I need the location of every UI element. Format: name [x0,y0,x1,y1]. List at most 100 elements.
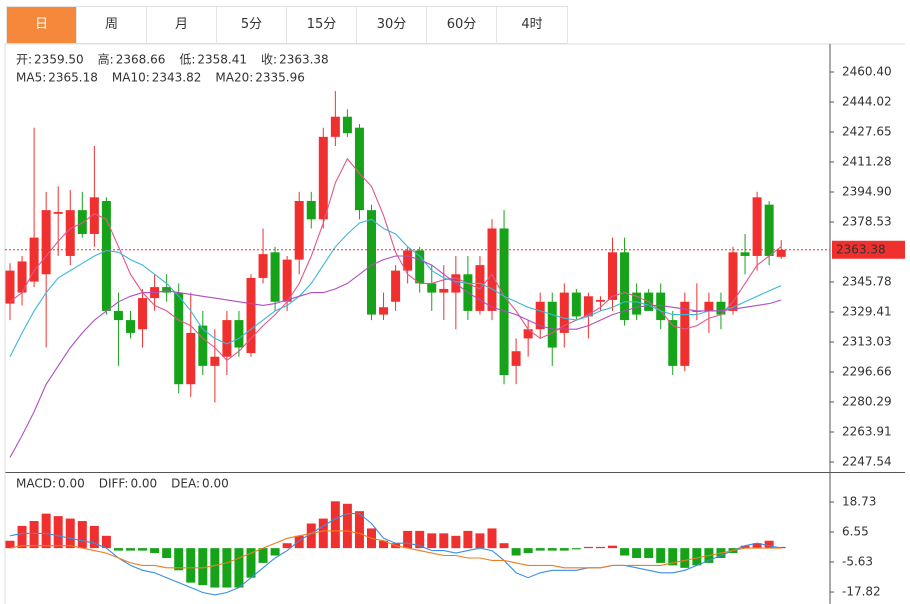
legend-value: 2335.96 [255,71,305,85]
legend-label: DIFF: [99,477,129,491]
candle-body [716,301,726,315]
candle-body [258,254,268,278]
y-tick-label: 2329.41 [842,304,892,318]
macd-bar [77,521,87,549]
legend-value: 0.00 [130,477,157,491]
legend-label: MACD: [16,477,56,491]
macd-bar [5,540,15,549]
macd-bar [234,548,244,588]
period-tab[interactable]: 日 [7,7,77,43]
macd-bar [403,530,413,549]
series-line [9,255,782,458]
macd-bar [210,548,220,588]
macd-bar [535,548,545,551]
macd-bar [282,543,292,549]
legend-value: 2343.82 [152,71,202,85]
candle-body [487,228,497,311]
y-tick-label: 2345.78 [842,275,892,289]
series-line [9,157,782,362]
candle-body [595,299,605,302]
period-tab[interactable]: 月 [147,7,217,43]
macd-bar [439,533,449,549]
candle-body [126,320,135,333]
period-tab[interactable]: 4时 [521,17,543,32]
candle-body [499,228,509,376]
candle-body [318,136,328,220]
macd-bar [318,518,328,549]
candle-body [571,292,581,317]
y-tick-label: 2296.66 [842,365,892,379]
candle-body [511,351,521,366]
macd-bar [463,530,473,549]
macd-bar [559,548,569,551]
candle-body [53,211,63,214]
legend-label: 收: [261,53,277,67]
candle-body [138,298,148,330]
macd-bar [330,501,340,549]
candle-body [740,252,750,256]
legend-value: 2358.41 [197,53,247,67]
macd-bar [29,521,39,549]
candle-body [342,116,352,134]
y-tick-label: 2247.54 [842,454,892,468]
macd-bar [174,548,184,571]
legend-label: MA5: [16,71,46,85]
candle-body [632,292,642,315]
macd-bar [126,548,135,551]
macd-bar [608,545,617,549]
macd-bar [101,535,111,549]
period-tab[interactable]: 5分 [217,7,287,43]
macd-bar [270,548,280,556]
y-tick-label: -5.63 [842,555,873,569]
macd-bar [138,548,148,551]
macd-bar [487,528,497,549]
macd-bar [354,511,364,549]
y-tick-label: 18.73 [842,494,876,508]
macd-bar [740,545,750,549]
candle-body [704,301,714,311]
y-tick-label: 2444.02 [842,95,892,109]
candle-body [234,320,244,348]
macd-bar [656,548,666,563]
y-tick-label: -17.82 [842,585,881,599]
candle-body [680,301,690,366]
candle-body [379,307,389,315]
macd-bar [162,548,172,558]
series-line [9,218,782,357]
period-tab[interactable]: 30分 [357,7,427,43]
macd-bar [692,548,702,566]
candle-body [5,270,15,304]
period-tab[interactable]: 周 [77,7,147,43]
candle-body [186,332,196,385]
candle-body [475,265,485,311]
candle-body [559,292,569,333]
candle-body [306,200,316,220]
candle-body [162,287,172,293]
candle-body [583,296,593,317]
candle-body [367,210,376,315]
last-price-label: 2363.38 [836,242,886,256]
macd-bar [595,546,605,549]
macd-bar [499,543,509,549]
legend-value: 0.00 [202,477,229,491]
macd-bar [53,516,63,549]
y-tick-label: 2263.91 [842,425,892,439]
macd-bar [17,525,27,549]
period-tab[interactable]: 60分 [427,7,497,43]
candle-body [222,320,232,357]
candle-body [776,249,786,257]
candle-body [65,210,75,256]
macd-bar [65,518,75,549]
macd-bar [186,548,196,583]
macd-bar [258,548,268,563]
period-tab[interactable]: 15分 [287,7,357,43]
macd-bar [583,546,593,549]
legend-label: 开: [16,53,32,67]
legend-value: 2363.38 [279,53,329,67]
macd-bar [294,535,304,549]
macd-bar [571,548,581,550]
y-tick-label: 2411.28 [842,154,892,168]
candle-body [620,252,630,321]
